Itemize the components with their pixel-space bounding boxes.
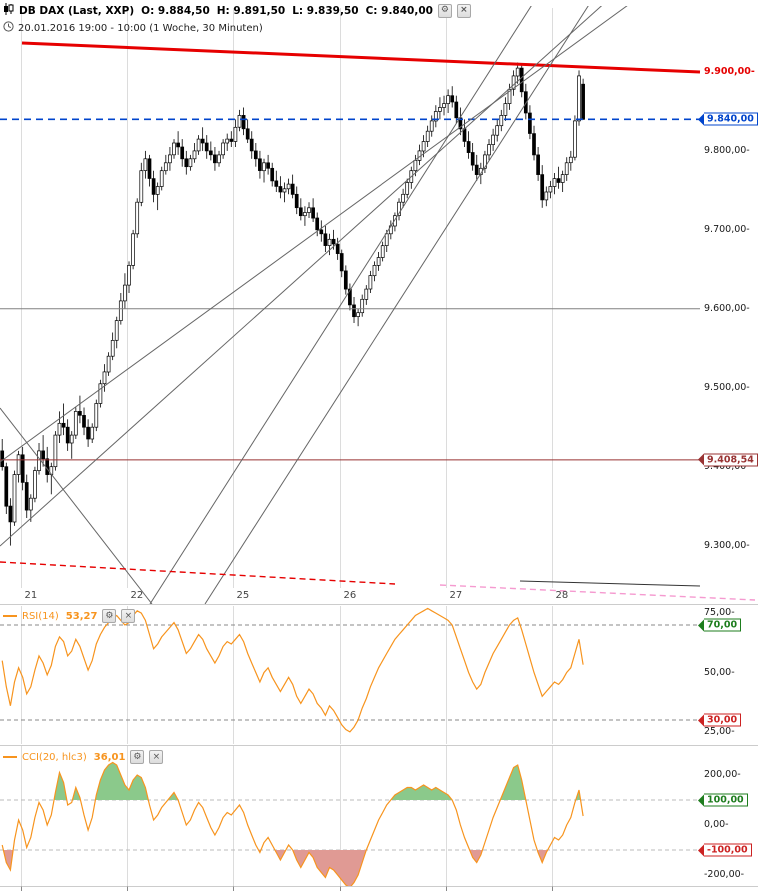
rsi-line[interactable]	[1, 607, 584, 733]
candlestick-icon	[3, 3, 14, 18]
ascending-trendline-4[interactable]	[0, 0, 635, 463]
ohlc-open: O: 9.884,50	[141, 4, 210, 17]
cci-label: CCI(20, hlc3)	[22, 751, 87, 763]
rsi-panel-header: RSI(14) 53,27 ⚙ ×	[3, 609, 136, 623]
candles-layer	[0, 62, 585, 546]
cci-overbought-fill	[2, 762, 584, 800]
cci-line-swatch	[3, 756, 17, 758]
projection-trendline-black[interactable]	[519, 580, 701, 587]
rsi-settings-button[interactable]: ⚙	[102, 609, 117, 623]
ascending-trendline-3[interactable]	[204, 0, 592, 604]
cci-line[interactable]	[1, 761, 584, 888]
descending-trendline-1[interactable]	[0, 407, 153, 604]
projection-trendline-dashed-pink[interactable]	[439, 584, 756, 601]
drawn-lines-layer	[0, 0, 756, 604]
rsi-line-swatch	[3, 615, 17, 617]
support-trendline-dashed-red[interactable]	[0, 561, 396, 585]
cci-settings-button[interactable]: ⚙	[130, 750, 145, 764]
chart-settings-button[interactable]: ⚙	[437, 3, 452, 18]
rsi-label: RSI(14)	[22, 610, 59, 622]
main-chart-header: DB DAX (Last, XXP) O: 9.884,50 H: 9.891,…	[3, 3, 471, 35]
ohlc-close: C: 9.840,00	[365, 4, 433, 17]
instrument-title: DB DAX (Last, XXP)	[19, 4, 135, 17]
cci-close-button[interactable]: ×	[149, 750, 164, 764]
ascending-trendline-2[interactable]	[149, 0, 535, 604]
cci-value: 36,01	[93, 751, 126, 763]
clock-icon	[3, 21, 14, 35]
rsi-value: 53,27	[65, 610, 98, 622]
day-gridlines	[21, 8, 553, 886]
ascending-trendline-1[interactable]	[0, 0, 608, 547]
ohlc-high: H: 9.891,50	[216, 4, 286, 17]
ohlc-low: L: 9.839,50	[292, 4, 359, 17]
timeframe-text: 20.01.2016 19:00 - 10:00 (1 Woche, 30 Mi…	[18, 22, 263, 34]
resistance-trendline-red[interactable]	[21, 41, 701, 74]
cci-panel-header: CCI(20, hlc3) 36,01 ⚙ ×	[3, 750, 164, 764]
chart-close-button[interactable]: ×	[456, 3, 471, 18]
rsi-close-button[interactable]: ×	[121, 609, 136, 623]
panel-separators	[0, 604, 758, 891]
